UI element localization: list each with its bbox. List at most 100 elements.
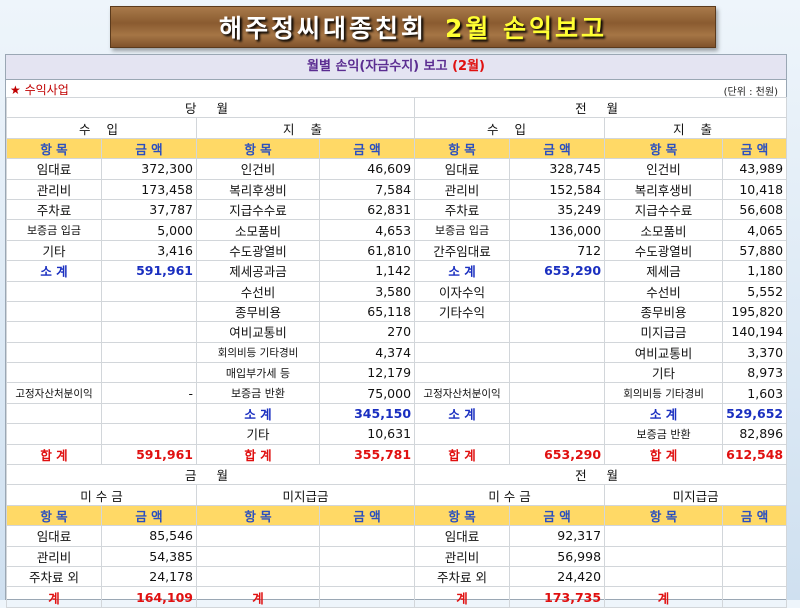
item-cell: 보증금 입금	[414, 219, 511, 241]
amount-cell: 43,989	[722, 158, 788, 180]
col-amount: 금 액	[722, 504, 788, 527]
prev-income-header: 수 입	[414, 117, 606, 139]
previous-month-header: 전 월	[414, 96, 788, 119]
col-amount: 금 액	[101, 504, 197, 527]
amount-cell: 591,961	[101, 260, 197, 282]
amount-cell	[722, 565, 788, 588]
amount-cell	[101, 341, 197, 364]
item-cell	[196, 525, 320, 547]
section-label: ★ 수익사업	[10, 83, 69, 97]
item-cell: 회의비등 기타경비	[604, 382, 724, 404]
banner-report-title: 2월 손익보고	[444, 14, 608, 43]
amount-cell: 195,820	[722, 300, 788, 323]
amount-cell	[509, 402, 606, 425]
amount-cell	[509, 300, 606, 323]
item-cell	[414, 321, 511, 343]
item-cell	[6, 423, 102, 445]
amount-cell: 82,896	[722, 423, 788, 445]
item-cell: 수도광열비	[196, 239, 320, 262]
item-cell: 기타	[6, 239, 102, 262]
amount-cell: 37,787	[101, 198, 197, 221]
amount-cell: 4,065	[722, 219, 788, 241]
amount-cell	[722, 525, 788, 547]
table-row: 종무비용 65,118 기타수익 종무비용 195,820	[6, 300, 788, 323]
col-amount: 금 액	[318, 504, 416, 527]
col-item: 항 목	[6, 137, 102, 160]
amount-cell: 85,546	[101, 525, 197, 547]
item-cell: 주차료	[414, 198, 511, 221]
item-cell: 미지급금	[604, 321, 724, 343]
amount-cell	[101, 321, 197, 343]
amount-cell: 92,317	[509, 525, 606, 547]
item-cell: 주차료 외	[414, 565, 511, 588]
amount-cell	[509, 382, 606, 404]
table-row: 고정자산처분이익 - 보증금 반환 75,000 고정자산처분이익 회의비등 기타경비 1,…	[6, 382, 788, 404]
amount-cell: -	[101, 382, 197, 404]
item-cell: 인건비	[196, 158, 320, 180]
receivable-row: 계 164,109 계 계 173,735 계	[6, 586, 788, 608]
item-cell: 계	[604, 586, 724, 608]
amount-cell: 712	[509, 239, 606, 262]
item-cell: 보증금 반환	[604, 423, 724, 445]
item-cell: 임대료	[6, 158, 102, 180]
amount-cell: 75,000	[318, 382, 416, 404]
amount-cell: 1,180	[722, 260, 788, 282]
amount-cell: 152,584	[509, 178, 606, 200]
item-cell: 소모품비	[196, 219, 320, 241]
item-cell: 인건비	[604, 158, 724, 180]
amount-cell: 5,000	[101, 219, 197, 241]
amount-cell: 328,745	[509, 158, 606, 180]
current-month-header: 당 월	[5, 96, 416, 119]
panel-title: 월별 손익(자금수지) 보고 (2월)	[6, 55, 786, 80]
report-banner: 해주정씨대종친회 2월 손익보고	[110, 6, 716, 48]
prev-receivable-header: 미 수 금	[414, 484, 606, 506]
receivable-row: 관리비 54,385 관리비 56,998	[6, 545, 788, 567]
item-cell: 여비교통비	[604, 341, 724, 364]
table-row: 매입부가세 등 12,179 기타 8,973	[6, 362, 788, 384]
col-item: 항 목	[604, 504, 724, 527]
amount-cell: 24,420	[509, 565, 606, 588]
amount-cell: 529,652	[722, 402, 788, 425]
item-cell	[196, 565, 320, 588]
item-cell: 기타수익	[414, 300, 511, 323]
amount-cell	[722, 545, 788, 567]
receivable-category-row: 미 수 금 미지급금 미 수 금 미지급금	[6, 484, 788, 506]
amount-cell: 65,118	[318, 300, 416, 323]
item-cell: 기타	[196, 423, 320, 445]
banner-org-name: 해주정씨대종친회	[218, 14, 427, 43]
period-header-row: 당 월 전 월	[5, 96, 788, 119]
amount-cell: 1,603	[722, 382, 788, 404]
amount-cell: 54,385	[101, 545, 197, 567]
category-header-row: 수 입 지 출 수 입 지 출	[6, 117, 788, 139]
item-cell: 간주임대료	[414, 239, 511, 262]
item-cell: 임대료	[414, 158, 511, 180]
table-row: 관리비 173,458 복리후생비 7,584 관리비 152,584 복리후생비 10,41…	[6, 178, 788, 200]
col-item: 항 목	[196, 137, 320, 160]
item-cell: 합 계	[414, 443, 511, 466]
item-cell: 소 계	[6, 260, 102, 282]
item-cell: 관리비	[6, 178, 102, 200]
amount-cell	[101, 362, 197, 384]
amount-cell	[101, 280, 197, 302]
item-cell: 보증금 입금	[6, 219, 102, 241]
table-row: 주차료 37,787 지급수수료 62,831 주차료 35,249 지급수수료 56,608	[6, 198, 788, 221]
item-cell: 복리후생비	[196, 178, 320, 200]
amount-cell: 173,458	[101, 178, 197, 200]
income-expense-table: 당 월 전 월 수 입 지 출 수 입 지 출 항 목 금 액 항 목 금 액 …	[5, 96, 788, 608]
amount-cell: 46,609	[318, 158, 416, 180]
amount-cell: 57,880	[722, 239, 788, 262]
cur-expense-header: 지 출	[195, 117, 416, 139]
amount-cell: 62,831	[318, 198, 416, 221]
item-cell: 관리비	[414, 178, 511, 200]
amount-cell	[101, 300, 197, 323]
amount-cell	[722, 586, 788, 608]
amount-cell: 8,973	[722, 362, 788, 384]
item-cell	[6, 321, 102, 343]
amount-cell: 345,150	[318, 402, 416, 425]
item-cell: 여비교통비	[196, 321, 320, 343]
amount-cell: 4,653	[318, 219, 416, 241]
amount-cell: 136,000	[509, 219, 606, 241]
item-cell: 지급수수료	[196, 198, 320, 221]
